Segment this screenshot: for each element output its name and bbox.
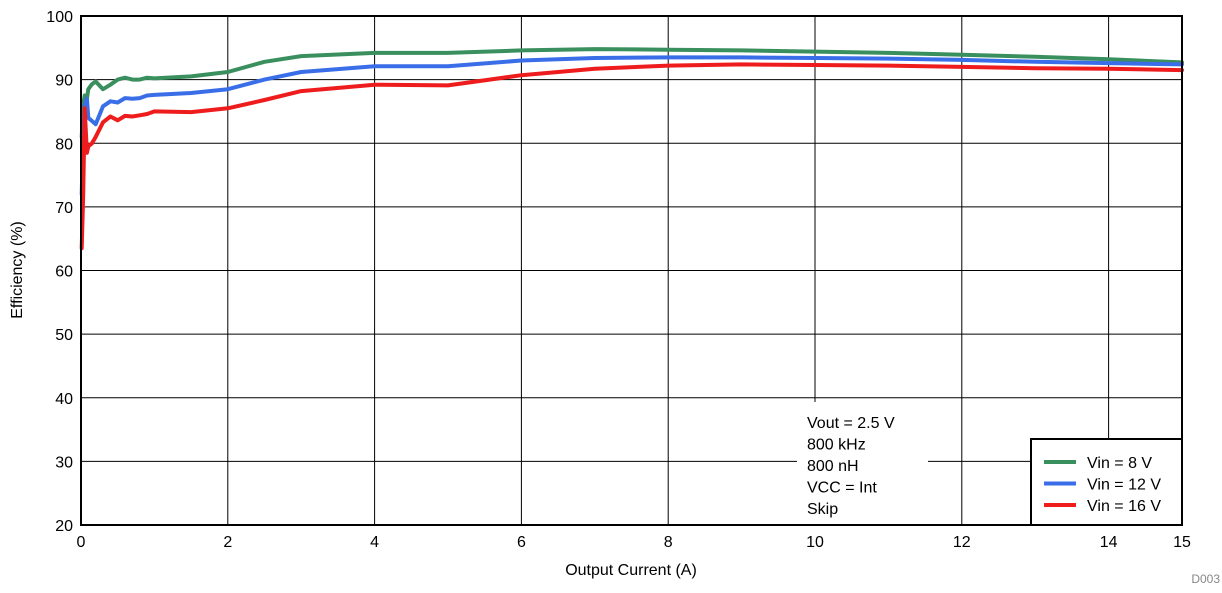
x-tick-label: 15 [1173, 534, 1191, 551]
y-tick-label: 90 [55, 73, 73, 90]
x-tick-label: 14 [1100, 534, 1118, 551]
y-tick-label: 80 [55, 136, 73, 153]
y-tick-label: 20 [55, 518, 73, 535]
figure-code: D003 [1191, 572, 1220, 586]
x-tick-label: 6 [517, 534, 526, 551]
x-tick-label: 2 [223, 534, 232, 551]
y-tick-label: 60 [55, 264, 73, 281]
annotation-line: Vout = 2.5 V [807, 415, 895, 432]
x-tick-label: 12 [953, 534, 971, 551]
annotation-line: VCC = Int [807, 480, 877, 497]
series-line-1 [79, 55, 1184, 197]
y-tick-label: 40 [55, 391, 73, 408]
grid-layer [81, 16, 1182, 525]
annotation-line: 800 kHz [807, 437, 866, 454]
x-tick-label: 0 [77, 534, 86, 551]
y-tick-label: 50 [55, 327, 73, 344]
annotation-background [797, 402, 928, 524]
y-tick-label: 100 [46, 9, 73, 26]
legend-label: Vin = 8 V [1087, 455, 1152, 472]
plot-frame [80, 15, 1183, 526]
series-line-2 [79, 62, 1184, 251]
x-tick-label: 8 [664, 534, 673, 551]
legend: Vin = 8 V Vin = 12 V Vin = 16 V [1030, 438, 1183, 526]
tick-labels: 0 2 4 6 8 10 12 14 15 20 30 40 50 60 70 80 90 100 [46, 9, 1191, 551]
x-tick-label: 10 [806, 534, 824, 551]
series-line-0 [79, 47, 1184, 139]
legend-label: Vin = 12 V [1087, 477, 1161, 494]
y-tick-label: 30 [55, 454, 73, 471]
series-layer [79, 47, 1184, 251]
annotation-line: Skip [807, 501, 838, 518]
y-axis-title: Efficiency (%) [9, 221, 26, 319]
x-tick-label: 4 [370, 534, 379, 551]
legend-label: Vin = 16 V [1087, 498, 1161, 515]
annotation-box: Vout = 2.5 V 800 kHz 800 nH VCC = Int Skip [797, 402, 928, 524]
annotation-line: 800 nH [807, 458, 859, 475]
y-tick-label: 70 [55, 200, 73, 217]
x-axis-title: Output Current (A) [565, 562, 697, 579]
